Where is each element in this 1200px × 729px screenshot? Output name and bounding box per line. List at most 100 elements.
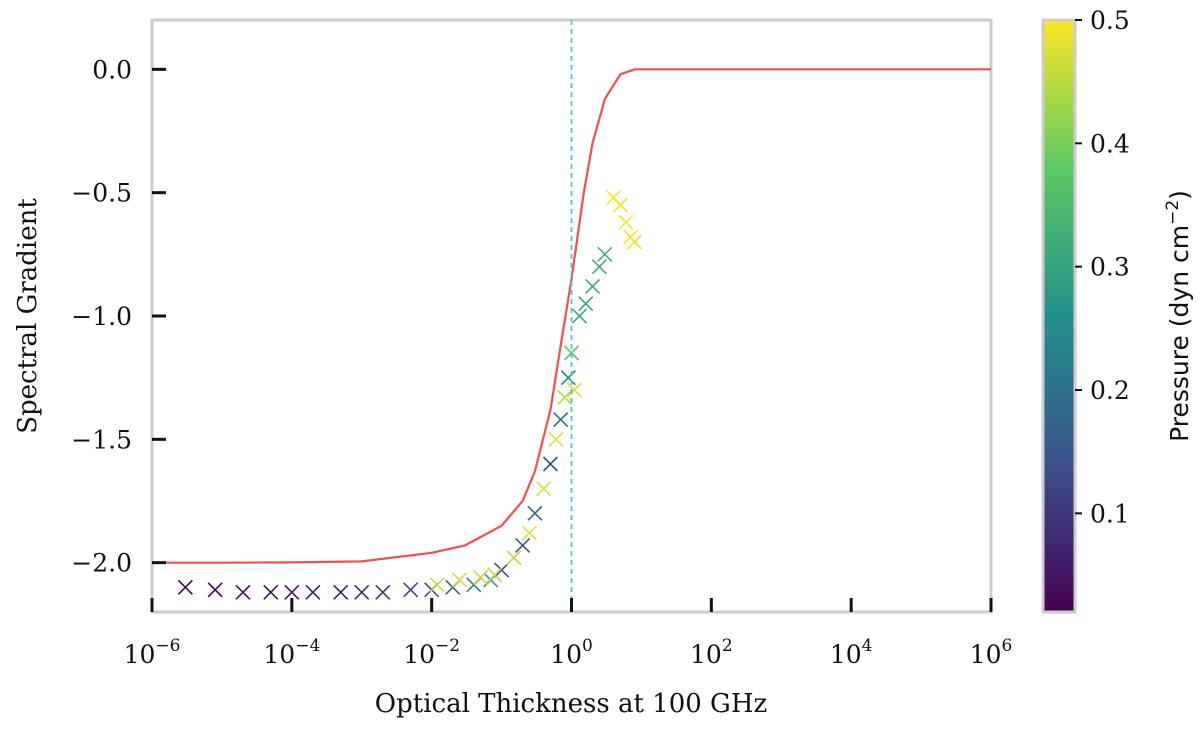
x-tick-label: 10−4 [263, 636, 320, 669]
scatter-point [403, 582, 419, 598]
x-tick-label: 106 [970, 636, 1013, 669]
x-tick-label-exponent: −2 [435, 636, 460, 656]
x-tick-label-exponent: −6 [155, 636, 180, 656]
scatter-point-stroke [612, 197, 628, 213]
scatter-point-stroke [542, 456, 559, 472]
scatter-point [553, 412, 569, 428]
scatter-point [566, 382, 582, 398]
model-curve-layer [152, 68, 991, 564]
x-tick-label-exponent: 6 [1001, 636, 1012, 656]
scatter-point-stroke [627, 234, 643, 250]
scatter-point [451, 572, 468, 588]
scatter-point-stroke [560, 370, 576, 386]
scatter-point-stroke [235, 584, 251, 600]
scatter-point-stroke [284, 584, 300, 600]
scatter-point-stroke [451, 572, 468, 588]
scatter-point [597, 246, 613, 262]
colorbar-tick-label: 0.5 [1090, 6, 1130, 35]
scatter-point-stroke [521, 525, 537, 541]
y-tick-label: −2.0 [71, 549, 132, 578]
scatter-point [527, 505, 543, 521]
scatter-point [333, 584, 349, 600]
scatter-point-stroke [207, 582, 223, 598]
scatter-point [515, 537, 531, 553]
scatter-point-stroke [618, 214, 634, 230]
scatter-point-stroke [472, 569, 489, 586]
scatter-point [542, 456, 559, 472]
y-axis-label: Spectral Gradient [13, 198, 43, 434]
scatter-point-stroke [557, 389, 573, 405]
scatter-point-stroke [487, 567, 503, 583]
scatter-point [487, 567, 503, 583]
scatter-point-stroke [333, 584, 349, 600]
colorbar-label-exponent: −2 [1163, 200, 1183, 225]
scatter-point [627, 234, 643, 250]
scatter-point-stroke [527, 505, 543, 521]
scatter-point-stroke [591, 259, 607, 275]
scatter-point-stroke [506, 550, 522, 566]
scatter-point-stroke [375, 584, 391, 600]
scatter-point-stroke [606, 190, 622, 206]
scatter-point-stroke [536, 481, 552, 497]
x-axis-ticks: 10−6 10−4 10−2 100 102 104 106 [124, 598, 1013, 669]
colorbar-tick-label: 0.1 [1090, 499, 1130, 528]
scatter-point-stroke [494, 562, 510, 578]
scatter-point [521, 525, 537, 541]
scatter-point [571, 308, 588, 324]
colorbar-label: Pressure (dyn cm−2) [1163, 190, 1194, 442]
scatter-point [584, 278, 601, 294]
scatter-point-stroke [566, 382, 582, 398]
x-tick-label: 102 [690, 636, 733, 669]
scatter-point [494, 562, 510, 578]
scatter-layer [177, 190, 643, 600]
y-tick-label: −0.5 [71, 179, 132, 208]
scatter-point [578, 296, 594, 312]
colorbar-label-close: ) [1165, 190, 1194, 200]
scatter-point [375, 584, 391, 600]
colorbar-label-main: Pressure (dyn cm [1165, 225, 1194, 442]
scatter-point-stroke [548, 431, 564, 447]
scatter-point-stroke [429, 577, 445, 593]
colorbar-ticks: 0.1 0.2 0.3 0.4 0.5 [1075, 6, 1130, 528]
scatter-point [536, 481, 552, 497]
x-tick-label-exponent: 4 [862, 636, 873, 656]
scatter-point [284, 584, 300, 600]
scatter-point [612, 197, 628, 213]
x-tick-label: 10−6 [124, 636, 181, 669]
x-tick-label-base: 10 [690, 640, 722, 669]
scatter-point [263, 584, 279, 600]
scatter-point [472, 569, 489, 586]
scatter-point [305, 584, 321, 600]
scatter-point-stroke [305, 584, 321, 600]
plot-frame [150, 18, 993, 614]
colorbar-scale [1041, 18, 1077, 614]
y-axis-ticks: 0.0 −0.5 −1.0 −1.5 −2.0 [71, 55, 166, 578]
x-tick-label: 104 [830, 636, 873, 669]
scatter-point-stroke [515, 537, 531, 553]
scatter-point-stroke [578, 296, 594, 312]
colorbar-tick-label: 0.2 [1090, 376, 1130, 405]
scatter-point-stroke [354, 584, 370, 600]
x-tick-label: 100 [550, 636, 593, 669]
scatter-point [354, 584, 370, 600]
x-tick-label-base: 10 [970, 640, 1002, 669]
scatter-point [591, 259, 607, 275]
scatter-point [235, 584, 251, 600]
scatter-point-stroke [403, 582, 419, 598]
scatter-point [429, 577, 445, 593]
x-tick-label-base: 10 [263, 640, 295, 669]
y-tick-label: 0.0 [92, 55, 132, 84]
plot-area: 10−6 10−4 10−2 100 102 104 106 0.0−0.5−1.0−1.5… [71, 18, 1013, 669]
scatter-point [548, 431, 564, 447]
model-curve-line [152, 68, 991, 564]
scatter-point [177, 579, 193, 595]
y-tick-label: −1.5 [71, 425, 132, 454]
x-tick-label-base: 10 [830, 640, 862, 669]
scatter-point [618, 214, 634, 230]
colorbar: 0.1 0.2 0.3 0.4 0.5 Pressure (dyn cm−2) [1041, 6, 1194, 614]
scatter-point [506, 550, 522, 566]
scatter-point-stroke [571, 308, 588, 324]
x-tick-label-base: 10 [403, 640, 435, 669]
scatter-point-stroke [553, 412, 569, 428]
